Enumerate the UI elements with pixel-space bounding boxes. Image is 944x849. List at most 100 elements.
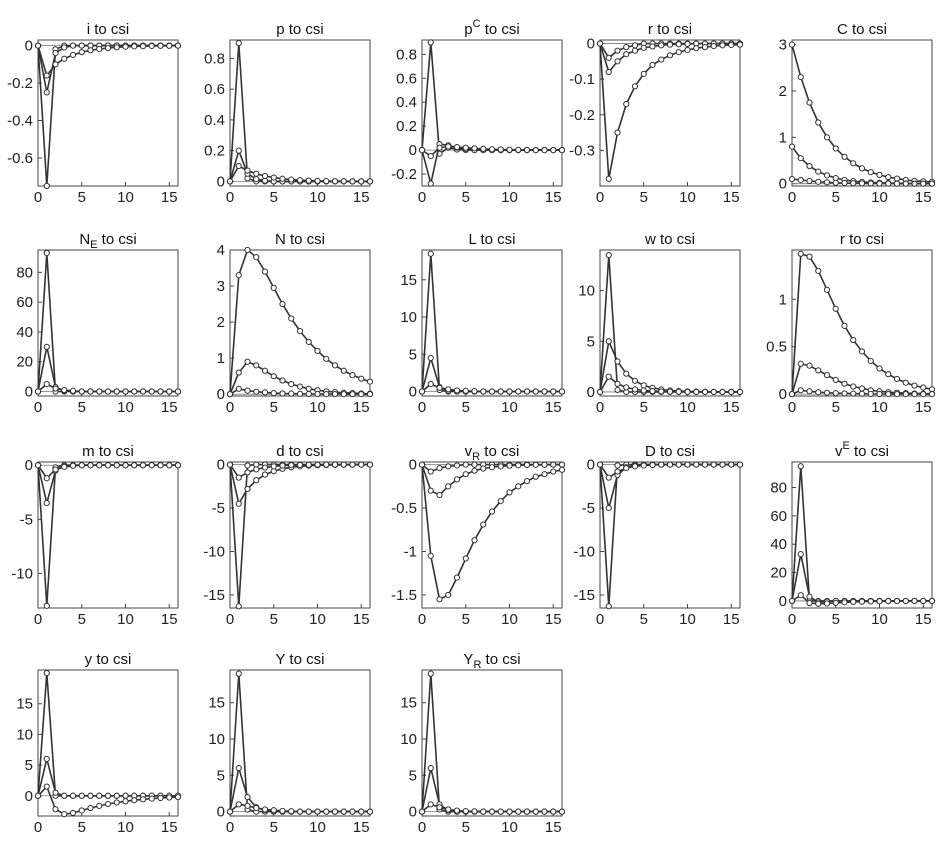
series-point — [235, 272, 242, 279]
y-tick-label: 5 — [409, 767, 417, 784]
series-point — [832, 599, 839, 606]
series-point — [532, 388, 539, 395]
series-point — [69, 387, 77, 394]
series-line-2 — [37, 758, 178, 797]
series-point — [52, 789, 59, 796]
y-tick-label: 10 — [578, 283, 595, 300]
series-point — [52, 806, 59, 813]
series-point — [157, 42, 164, 49]
y-tick-label: 0 — [409, 457, 417, 474]
x-tick-label: 5 — [640, 611, 648, 628]
series-point — [261, 471, 269, 478]
panel-5: 0 5 10 15 0 1 2 3 C to csi — [779, 21, 936, 206]
series-point — [832, 179, 839, 186]
x-tick-label: 10 — [871, 399, 888, 416]
series-point — [78, 42, 85, 49]
series-point — [684, 40, 691, 48]
x-tick-label: 5 — [462, 611, 470, 628]
series-point — [235, 474, 242, 481]
series-point — [261, 367, 269, 374]
y-tick-label: 15 — [16, 696, 33, 713]
series-point — [314, 177, 321, 185]
series-point — [806, 593, 813, 600]
series-point — [96, 792, 103, 799]
series-point — [157, 388, 164, 395]
y-tick-label: 40 — [16, 324, 33, 341]
series-line-2 — [37, 44, 178, 93]
series-point — [596, 388, 604, 396]
y-tick-label: 0.2 — [396, 118, 417, 135]
series-point — [885, 391, 892, 398]
series-point — [911, 597, 918, 605]
panel-16: 0 5 10 15 0 5 10 15 y to csi — [16, 651, 182, 836]
series-point — [893, 375, 901, 383]
series-point — [640, 462, 647, 469]
series-point — [858, 385, 866, 392]
series-line-2 — [37, 464, 178, 504]
y-tick-label: 15 — [400, 695, 417, 712]
series-point — [288, 381, 295, 388]
x-tick-label: 0 — [418, 611, 426, 628]
series-point — [174, 388, 182, 395]
series-point — [69, 792, 77, 799]
series-point — [488, 146, 496, 153]
panel-title: vR to csi — [465, 443, 520, 463]
series-point — [658, 461, 665, 468]
series-point — [815, 600, 822, 607]
x-tick-label: 15 — [723, 399, 740, 416]
series-point — [261, 268, 269, 275]
x-tick-label: 0 — [226, 611, 234, 628]
series-point — [788, 175, 796, 183]
series-line-1 — [791, 252, 933, 395]
y-tick-label: 0 — [25, 788, 33, 805]
series-point — [532, 146, 539, 154]
x-tick-label: 10 — [117, 819, 134, 836]
series-point — [497, 463, 504, 470]
series-point — [96, 45, 103, 53]
series-point — [523, 461, 531, 469]
series-point — [728, 461, 735, 468]
axes-box — [421, 39, 563, 187]
series-point — [113, 462, 120, 469]
series-point — [815, 119, 822, 126]
series-point — [453, 476, 461, 483]
series-point — [122, 792, 129, 799]
series-point — [87, 804, 94, 812]
series-point — [666, 41, 674, 48]
series-point — [631, 42, 639, 49]
y-tick-label: 40 — [770, 536, 787, 553]
x-tick-label: 15 — [353, 399, 370, 416]
series-point — [69, 809, 77, 817]
x-tick-label: 15 — [915, 399, 932, 416]
series-line-1 — [791, 44, 933, 183]
panel-title: N to csi — [275, 231, 325, 248]
y-tick-label: 0.5 — [766, 339, 787, 356]
series-point — [453, 144, 461, 151]
axes-box — [229, 39, 371, 187]
series-point — [640, 387, 647, 394]
y-tick-label: -10 — [573, 544, 595, 561]
series-point — [427, 670, 434, 677]
panel-title: YR to csi — [463, 651, 520, 671]
series-point — [684, 461, 691, 468]
series-point — [841, 322, 848, 329]
series-point — [693, 461, 700, 468]
series-point — [104, 388, 112, 395]
x-tick-label: 0 — [226, 399, 234, 416]
series-line-3 — [599, 43, 741, 180]
series-point — [823, 134, 831, 141]
series-point — [174, 42, 182, 49]
series-point — [113, 44, 120, 51]
series-point — [614, 380, 621, 387]
series-point — [550, 388, 557, 395]
y-tick-label: 0 — [25, 384, 33, 401]
x-tick-label: 15 — [161, 611, 178, 628]
y-tick-label: 0.6 — [204, 81, 225, 98]
series-point — [523, 146, 531, 154]
axes-box — [421, 461, 563, 609]
series-point — [815, 367, 822, 374]
series-point — [96, 388, 103, 395]
series-point — [649, 461, 656, 469]
y-tick-label: -5 — [20, 511, 33, 528]
series-point — [867, 180, 874, 187]
